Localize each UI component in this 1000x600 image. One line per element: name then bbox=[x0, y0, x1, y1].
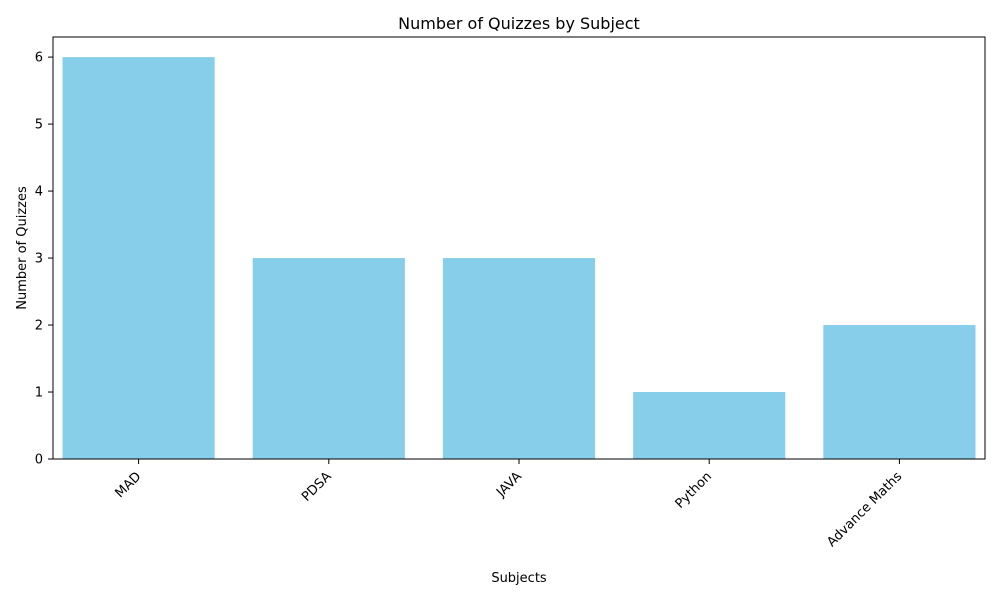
y-tick-label-1: 1 bbox=[35, 386, 43, 401]
bar-advance-maths bbox=[823, 325, 976, 459]
y-axis-label: Number of Quizzes bbox=[15, 186, 30, 310]
bar-pdsa bbox=[252, 258, 405, 459]
y-axis: 0 1 2 3 4 5 6 bbox=[35, 51, 53, 468]
bar-mad bbox=[62, 57, 215, 459]
y-tick-label-4: 4 bbox=[35, 185, 43, 200]
bar-python bbox=[633, 392, 786, 459]
bar-java bbox=[442, 258, 596, 459]
y-tick-label-0: 0 bbox=[35, 453, 43, 468]
bars-group bbox=[62, 57, 976, 459]
x-axis-label: Subjects bbox=[491, 571, 547, 586]
plot-frame bbox=[52, 36, 986, 460]
y-tick-label-5: 5 bbox=[35, 118, 43, 133]
y-tick-label-6: 6 bbox=[35, 51, 43, 66]
y-tick-label-3: 3 bbox=[35, 252, 43, 267]
y-tick-label-2: 2 bbox=[35, 319, 43, 334]
chart-title: Number of Quizzes by Subject bbox=[398, 14, 640, 33]
